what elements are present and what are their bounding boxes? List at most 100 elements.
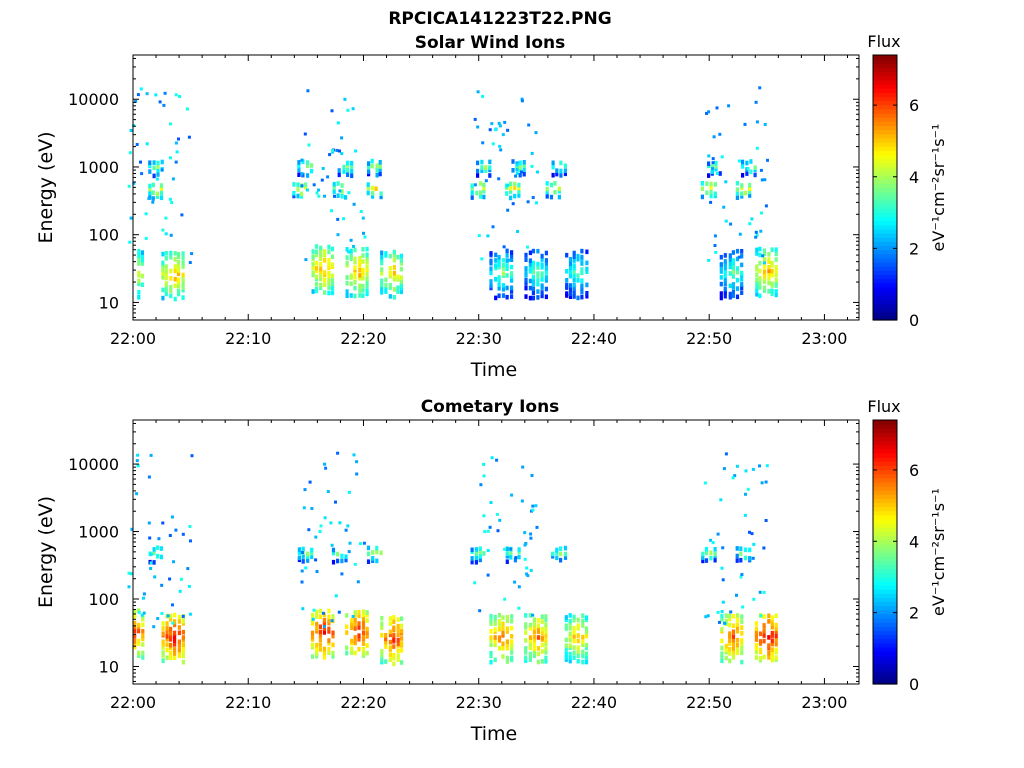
flux-pixel — [568, 291, 573, 297]
flux-pixel — [482, 462, 486, 466]
flux-pixel — [494, 252, 498, 258]
flux-pixel — [489, 266, 493, 271]
flux-pixel — [134, 99, 138, 103]
flux-pixel — [470, 183, 474, 188]
flux-pixel — [375, 168, 379, 173]
flux-pixel — [529, 532, 533, 536]
flux-pixel — [755, 272, 759, 278]
flux-pixel — [181, 614, 185, 618]
flux-pixel — [176, 283, 181, 289]
flux-pixel — [149, 552, 153, 556]
flux-pixel — [353, 635, 357, 640]
flux-pixel — [484, 168, 488, 173]
flux-pixel — [770, 288, 774, 294]
flux-pixel — [349, 281, 353, 286]
flux-pixel — [484, 165, 488, 170]
flux-pixel — [718, 171, 722, 176]
flux-pixel — [528, 638, 532, 643]
colorbar-step — [873, 440, 897, 446]
flux-pixel — [353, 612, 357, 618]
flux-pixel — [743, 547, 748, 553]
colorbar-tick-label: 4 — [909, 532, 919, 551]
flux-pixel — [327, 618, 331, 624]
flux-pixel — [392, 257, 396, 263]
flux-pixel — [563, 171, 567, 177]
flux-pixel — [531, 265, 535, 270]
colorbar-step — [873, 519, 897, 524]
flux-pixel — [740, 290, 744, 295]
flux-pixel — [528, 258, 532, 263]
flux-pixel — [380, 271, 384, 276]
flux-pixel — [133, 643, 137, 648]
flux-pixel — [396, 653, 400, 658]
flux-pixel — [531, 260, 535, 266]
flux-pixel — [310, 612, 315, 618]
flux-pixel — [375, 549, 379, 555]
flux-pixel — [365, 267, 369, 272]
flux-pixel — [357, 633, 361, 638]
flux-pixel — [331, 614, 335, 619]
flux-pixel — [715, 172, 719, 175]
flux-pixel — [482, 194, 486, 200]
colorbar-step — [873, 568, 897, 574]
flux-pixel — [721, 546, 725, 550]
flux-pixel — [181, 635, 185, 640]
flux-pixel — [728, 294, 732, 300]
flux-pixel — [528, 262, 532, 267]
flux-pixel — [478, 549, 482, 555]
flux-pixel — [489, 642, 493, 647]
flux-pixel — [754, 235, 758, 239]
flux-pixel — [509, 547, 513, 551]
flux-pixel — [480, 159, 484, 165]
flux-pixel — [156, 545, 160, 550]
flux-pixel — [528, 613, 532, 618]
flux-pixel — [342, 217, 345, 221]
flux-pixel — [482, 514, 486, 518]
flux-pixel — [580, 278, 584, 283]
flux-pixel — [303, 182, 308, 187]
flux-pixel — [565, 269, 569, 274]
flux-pixel — [755, 267, 759, 272]
flux-pixel — [774, 641, 778, 647]
flux-pixel — [565, 291, 569, 296]
flux-pixel — [169, 655, 173, 660]
flux-pixel — [517, 182, 521, 188]
flux-pixel — [353, 610, 357, 615]
flux-pixel — [137, 278, 141, 284]
flux-pixel — [378, 171, 382, 177]
flux-pixel — [164, 232, 168, 236]
flux-pixel — [322, 625, 326, 629]
flux-pixel — [529, 568, 533, 572]
flux-pixel — [728, 631, 732, 636]
flux-pixel — [557, 186, 561, 192]
colorbar-step — [873, 191, 897, 197]
flux-pixel — [141, 633, 145, 639]
flux-pixel — [164, 251, 168, 256]
flux-pixel — [522, 160, 526, 165]
flux-pixel — [754, 633, 758, 639]
flux-pixel — [528, 278, 532, 284]
flux-pixel — [774, 277, 778, 283]
colorbar-step — [873, 137, 897, 143]
flux-pixel — [755, 292, 759, 297]
flux-pixel — [161, 263, 165, 269]
flux-pixel — [396, 617, 400, 622]
flux-pixel — [762, 654, 766, 660]
flux-pixel — [545, 181, 549, 186]
flux-pixel — [148, 190, 152, 196]
flux-pixel — [740, 183, 744, 188]
flux-pixel — [584, 626, 589, 632]
colorbar-step — [873, 224, 897, 230]
flux-pixel — [371, 185, 375, 191]
colorbar-step — [873, 597, 897, 603]
flux-pixel — [505, 559, 509, 564]
colorbar-step — [873, 179, 897, 184]
flux-pixel — [164, 216, 168, 220]
flux-pixel — [581, 634, 585, 640]
flux-pixel — [292, 193, 296, 199]
flux-pixel — [137, 253, 141, 258]
flux-pixel — [750, 217, 754, 221]
flux-pixel — [176, 264, 181, 270]
flux-pixel — [774, 247, 778, 252]
flux-pixel — [719, 498, 723, 502]
